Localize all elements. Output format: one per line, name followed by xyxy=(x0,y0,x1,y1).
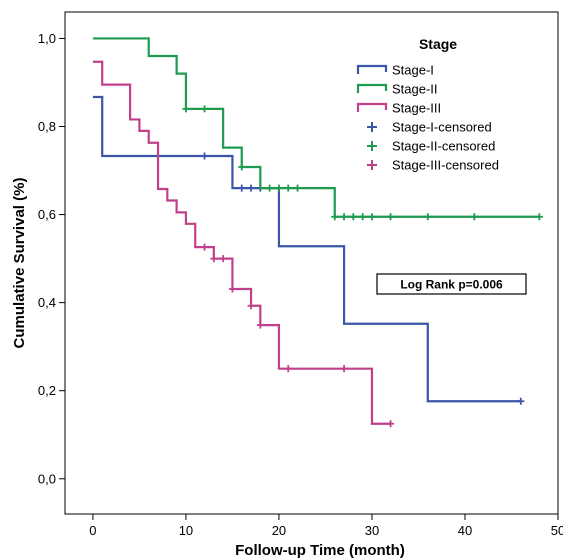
stage-iii-legend-swatch xyxy=(356,102,388,112)
stage-iii-censor-mark xyxy=(247,302,255,310)
plot-frame xyxy=(64,11,559,515)
log-rank-annotation: Log Rank p=0.006 xyxy=(376,273,527,295)
stage-i-censor-mark xyxy=(201,152,209,160)
annotation-box xyxy=(376,273,527,295)
stage-i-censor-mark xyxy=(517,397,525,405)
x-tick-label: 30 xyxy=(365,523,379,538)
x-tick-label: 20 xyxy=(272,523,286,538)
stage-i-legend-swatch xyxy=(356,64,388,74)
legend-label-stage-iii-censored: Stage-III-censored xyxy=(392,158,499,173)
stage-ii-censor-mark xyxy=(535,213,543,221)
legend-label-stage-ii: Stage-II xyxy=(392,82,438,97)
legend-label-stage-ii-censored: Stage-II-censored xyxy=(392,139,495,154)
legend: Stage Stage-I Stage-II Stage-III Stage-I-ce… xyxy=(356,36,499,173)
stage-i-survival-line xyxy=(92,95,521,403)
stage-i-censor-mark xyxy=(238,184,246,192)
stage-iii-censor-mark xyxy=(284,365,292,373)
stage-ii-censor-mark xyxy=(201,105,209,113)
stage-ii-censor-mark xyxy=(368,213,376,221)
stage-iii-censor-mark xyxy=(256,321,264,329)
stage-ii-censor-mark xyxy=(424,213,432,221)
stage-ii-censor-mark xyxy=(340,213,348,221)
stage-ii-censor-mark xyxy=(182,105,190,113)
stage-ii-censor-mark xyxy=(294,184,302,192)
stage-i-censored-legend-marker xyxy=(367,122,377,132)
legend-title: Stage xyxy=(419,36,457,52)
legend-items: Stage-I Stage-II Stage-III Stage-I-censored… xyxy=(356,63,499,173)
y-tick-label: 0,2 xyxy=(38,383,56,398)
x-tick-label: 50 xyxy=(551,523,563,538)
stage-iii-censor-mark xyxy=(228,285,236,293)
stage-iii-censored-legend-marker xyxy=(367,160,377,170)
y-tick-label: 0,8 xyxy=(38,119,56,134)
stage-iii-censor-mark xyxy=(201,243,209,251)
annotation-text: Log Rank p=0.006 xyxy=(400,278,503,292)
stage-iii-censor-mark xyxy=(219,255,227,263)
stage-ii-censor-mark xyxy=(275,184,283,192)
legend-label-stage-iii: Stage-III xyxy=(392,101,441,116)
stage-ii-censor-mark xyxy=(359,213,367,221)
stage-iii-censor-mark xyxy=(340,365,348,373)
x-tick-label: 40 xyxy=(458,523,472,538)
y-tick-label: 0,4 xyxy=(38,295,56,310)
stage-ii-censored-legend-marker xyxy=(367,141,377,151)
stage-ii-censor-mark xyxy=(470,213,478,221)
x-tick-label: 10 xyxy=(179,523,193,538)
stage-ii-censor-mark xyxy=(331,213,339,221)
stage-ii-censor-mark xyxy=(284,184,292,192)
legend-label-stage-i-censored: Stage-I-censored xyxy=(392,120,492,135)
legend-label-stage-i: Stage-I xyxy=(392,63,434,78)
y-tick-label: 0,0 xyxy=(38,471,56,486)
x-axis-ticks: 0 10 20 30 40 50 xyxy=(89,514,563,538)
stage-ii-legend-swatch xyxy=(356,83,388,93)
y-axis-title: Cumulative Survival (%) xyxy=(11,178,28,349)
stage-ii-censor-mark xyxy=(387,213,395,221)
y-axis-ticks: 0,0 0,2 0,4 0,6 0,8 1,0 xyxy=(38,31,65,486)
x-axis-title: Follow-up Time (month) xyxy=(235,542,405,558)
x-tick-label: 0 xyxy=(89,523,96,538)
stage-iii-censor-mark xyxy=(387,420,395,428)
stage-ii-censor-mark xyxy=(349,213,357,221)
stage-i-censor-mark xyxy=(247,184,255,192)
y-tick-label: 1,0 xyxy=(38,31,56,46)
series-layer xyxy=(92,37,543,428)
stage-iii-censor-mark xyxy=(210,255,218,263)
stage-ii-censor-mark xyxy=(238,163,246,171)
stage-ii-censor-mark xyxy=(266,184,274,192)
y-tick-label: 0,6 xyxy=(38,207,56,222)
